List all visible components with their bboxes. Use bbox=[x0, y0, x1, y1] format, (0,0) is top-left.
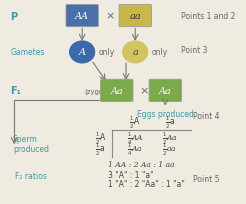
Text: $\frac{1}{2}$Aa: $\frac{1}{2}$Aa bbox=[162, 130, 178, 146]
Text: aa: aa bbox=[129, 12, 141, 21]
Text: Eggs produced: Eggs produced bbox=[137, 110, 194, 119]
Text: Point 3: Point 3 bbox=[181, 46, 208, 55]
FancyBboxPatch shape bbox=[119, 6, 151, 28]
Text: F₂ ratios: F₂ ratios bbox=[15, 171, 47, 180]
Text: Sperm
produced: Sperm produced bbox=[13, 134, 49, 153]
Circle shape bbox=[69, 42, 95, 64]
Text: Gametes: Gametes bbox=[11, 48, 45, 57]
Text: F₁: F₁ bbox=[11, 86, 21, 96]
Text: a: a bbox=[132, 48, 138, 57]
Circle shape bbox=[123, 42, 148, 64]
Text: 3 "A" : 1 "a": 3 "A" : 1 "a" bbox=[108, 170, 153, 179]
Text: 1 AA : 2 Aa : 1 aa: 1 AA : 2 Aa : 1 aa bbox=[108, 160, 174, 168]
Text: $\frac{1}{2}$A: $\frac{1}{2}$A bbox=[129, 114, 141, 130]
Text: Point 5: Point 5 bbox=[193, 174, 219, 183]
Text: Points 1 and 2: Points 1 and 2 bbox=[181, 12, 236, 21]
Text: only: only bbox=[98, 48, 115, 57]
Text: (zygote): (zygote) bbox=[84, 88, 113, 94]
Text: Aa: Aa bbox=[110, 86, 123, 95]
Text: $\frac{1}{2}$A: $\frac{1}{2}$A bbox=[95, 130, 106, 146]
Text: only: only bbox=[151, 48, 168, 57]
Text: 1 "A" : 2 "Aa" : 1 "a": 1 "A" : 2 "Aa" : 1 "a" bbox=[108, 179, 184, 188]
Text: $\frac{1}{2}$a: $\frac{1}{2}$a bbox=[165, 114, 175, 130]
Text: Point 4: Point 4 bbox=[193, 112, 219, 121]
Text: $\frac{1}{4}$Aa: $\frac{1}{4}$Aa bbox=[127, 141, 143, 157]
Text: ×: × bbox=[105, 11, 115, 21]
Text: $\frac{1}{2}$a: $\frac{1}{2}$a bbox=[95, 141, 106, 157]
Text: Aa: Aa bbox=[159, 86, 172, 95]
Text: P: P bbox=[11, 11, 18, 21]
FancyBboxPatch shape bbox=[149, 80, 181, 102]
FancyBboxPatch shape bbox=[101, 80, 133, 102]
Text: $\frac{1}{2}$aa: $\frac{1}{2}$aa bbox=[162, 141, 177, 157]
Text: AA: AA bbox=[75, 12, 89, 21]
Text: $\frac{1}{4}$AA: $\frac{1}{4}$AA bbox=[127, 130, 144, 146]
Text: A: A bbox=[79, 48, 86, 57]
Text: ×: × bbox=[140, 86, 149, 96]
FancyBboxPatch shape bbox=[66, 6, 98, 28]
